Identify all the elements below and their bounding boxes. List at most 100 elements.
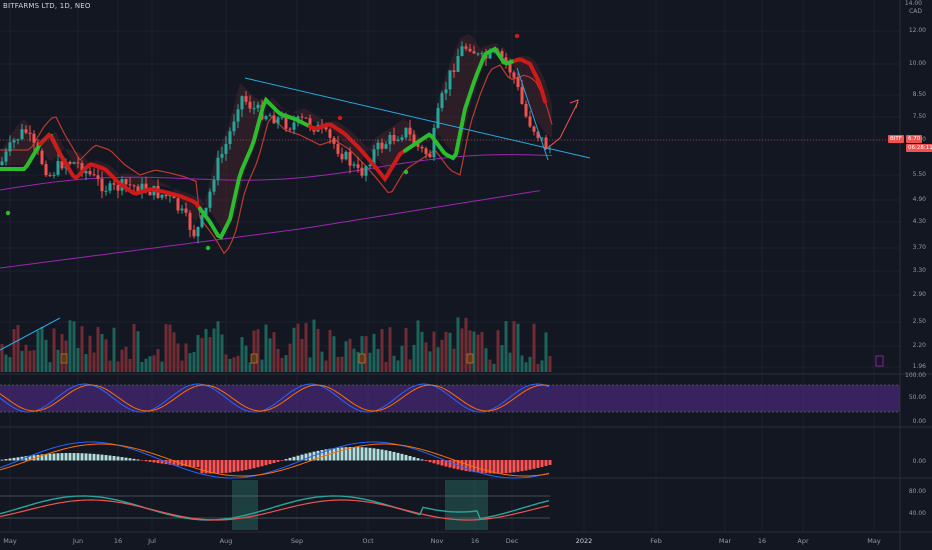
candle-body: [392, 134, 396, 141]
macd-hist: [516, 460, 520, 472]
macd-hist: [500, 460, 504, 474]
macd-hist: [28, 455, 32, 461]
macd-hist: [412, 457, 416, 461]
macd-hist: [520, 460, 524, 472]
volume-bar: [504, 321, 508, 372]
volume-bar: [144, 358, 148, 372]
volume-bar: [516, 323, 520, 372]
volume-bar: [124, 346, 128, 372]
macd-hist: [428, 460, 432, 463]
ma-short: [0, 154, 553, 191]
candle-body: [360, 167, 364, 176]
candle-body: [380, 142, 384, 149]
macd-hist: [488, 460, 492, 474]
candle-body: [532, 126, 536, 132]
volume-bar: [80, 326, 84, 372]
volume-bar: [452, 348, 456, 372]
candle-body: [216, 157, 220, 181]
volume-bar: [200, 338, 204, 372]
volume-bar: [372, 333, 376, 372]
volume-bar: [412, 344, 416, 372]
volume-bar: [540, 360, 544, 372]
macd-hist: [408, 455, 412, 461]
event-marker: [875, 355, 884, 367]
time-tick: Apr: [797, 537, 809, 545]
volume-bar: [380, 329, 384, 372]
macd-hist: [344, 447, 348, 461]
time-tick: 16: [113, 537, 123, 545]
volume-bar: [156, 348, 160, 372]
candle-body: [348, 151, 352, 166]
candle-body: [72, 162, 76, 164]
candle-body: [328, 129, 332, 138]
volume-bar: [264, 324, 268, 372]
candle-body: [4, 151, 8, 162]
candle-body: [504, 57, 508, 62]
volume-bar: [232, 357, 236, 372]
candle-body: [488, 50, 492, 59]
macd-line: [0, 441, 550, 479]
volume-bar: [104, 339, 108, 372]
macd-hist: [12, 457, 16, 461]
trendline-drawings[interactable]: [0, 67, 900, 351]
macd-hist: [484, 460, 488, 474]
candle-body: [544, 137, 548, 149]
volume-bar: [280, 357, 284, 372]
candle-body: [240, 96, 244, 110]
macd-hist: [400, 453, 404, 461]
trend-segment: [403, 46, 515, 161]
macd-hist: [304, 453, 308, 461]
candle-body: [400, 137, 404, 140]
cloud-fill: [0, 34, 552, 234]
trend-dot: [337, 115, 343, 121]
candle-body: [412, 134, 416, 144]
candle-body: [444, 89, 448, 94]
candle-body: [372, 149, 376, 165]
volume-bar: [152, 355, 156, 372]
volume-bar: [492, 363, 496, 372]
candle-body: [164, 194, 168, 197]
macd-hist: [16, 457, 20, 461]
candle-body: [148, 191, 152, 196]
candle-body: [364, 166, 368, 176]
osc-up: [0, 495, 550, 521]
candle-body: [128, 184, 132, 186]
candle-body: [536, 131, 540, 139]
candle-body: [224, 144, 228, 154]
symbol-title[interactable]: BITFARMS LTD, 1D, NEO: [3, 2, 91, 10]
candle-body: [448, 70, 452, 90]
symbol-badge: BITF: [888, 135, 904, 143]
volume-bar: [396, 360, 400, 372]
volume-bar: [308, 357, 312, 372]
trend-dot: [205, 245, 211, 251]
volume-bar: [424, 342, 428, 372]
macd-hist: [172, 460, 176, 466]
countdown-badge: 06:28:11: [906, 144, 932, 152]
candle-body: [12, 140, 16, 143]
trendline: [244, 77, 591, 159]
candle-body: [304, 117, 308, 119]
candle-body: [248, 101, 252, 109]
volume-bar: [8, 357, 12, 372]
volume-bar: [236, 355, 240, 372]
candle-body: [284, 117, 288, 129]
macd-hist: [464, 460, 468, 471]
candle-body: [76, 162, 80, 164]
projection-arrow-head: [569, 99, 579, 109]
volume-bar: [272, 332, 276, 372]
volume-bar: [20, 350, 24, 372]
macd-hist: [476, 460, 480, 473]
candle-body: [516, 77, 520, 88]
candle-body: [228, 131, 232, 145]
candle-body: [460, 46, 464, 56]
volume-bar: [472, 331, 476, 372]
candle-body: [60, 161, 64, 169]
candle-body: [404, 127, 408, 138]
volume-bar: [216, 321, 220, 372]
candle-body: [96, 175, 100, 179]
candle-body: [456, 55, 460, 72]
volume-bar: [68, 320, 72, 372]
macd-hist: [472, 460, 476, 473]
currency-code: CAD: [909, 8, 922, 15]
